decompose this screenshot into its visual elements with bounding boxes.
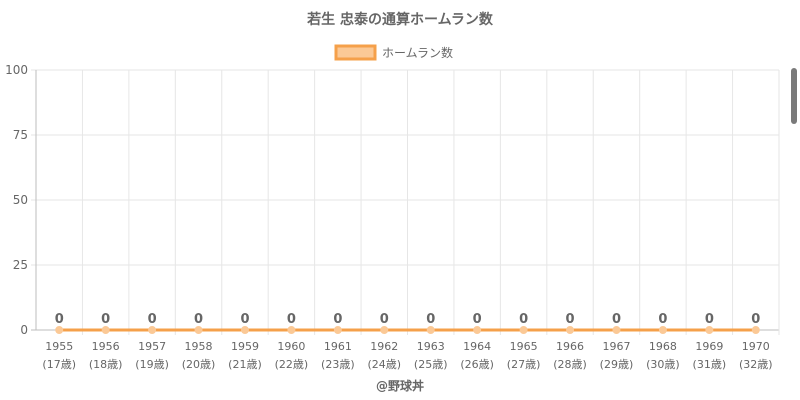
x-tick-label: 1967 [602, 340, 630, 353]
x-tick-label: 1964 [463, 340, 491, 353]
data-label: 0 [658, 312, 667, 327]
data-label: 0 [333, 312, 342, 327]
x-tick-label: 1958 [185, 340, 213, 353]
data-label: 0 [194, 312, 203, 327]
data-point[interactable] [148, 326, 157, 334]
axes: 0 25 50 75 100 1955 (17歳) 1956 (18歳) 1957 (19歳) 195… [5, 63, 772, 371]
x-tick-label: 1962 [370, 340, 398, 353]
credit-label: @野球丼 [376, 378, 424, 393]
data-point[interactable] [194, 326, 203, 334]
legend-label: ホームラン数 [382, 45, 453, 60]
x-tick-sublabel: (29歳) [600, 358, 634, 371]
scrollbar-thumb[interactable] [791, 68, 797, 124]
x-tick-sublabel: (30歳) [646, 358, 680, 371]
series-line [55, 326, 760, 334]
x-tick-label: 1965 [510, 340, 538, 353]
x-tick-label: 1956 [92, 340, 120, 353]
data-point[interactable] [519, 326, 528, 334]
x-tick-label: 1959 [231, 340, 259, 353]
x-tick-sublabel: (20歳) [182, 358, 216, 371]
x-tick-sublabel: (27歳) [507, 358, 541, 371]
data-label: 0 [380, 312, 389, 327]
data-point[interactable] [380, 326, 389, 334]
data-point[interactable] [658, 326, 667, 334]
x-tick-label: 1968 [649, 340, 677, 353]
x-tick-sublabel: (17歳) [42, 358, 76, 371]
data-label: 0 [426, 312, 435, 327]
x-tick-sublabel: (18歳) [89, 358, 123, 371]
y-tick-label: 75 [13, 128, 28, 142]
data-label: 0 [55, 312, 64, 327]
data-point[interactable] [333, 326, 342, 334]
x-tick-sublabel: (26歳) [460, 358, 494, 371]
data-point[interactable] [101, 326, 110, 334]
x-tick-label: 1961 [324, 340, 352, 353]
data-label: 0 [240, 312, 249, 327]
data-point[interactable] [566, 326, 575, 334]
y-tick-label: 100 [5, 63, 28, 77]
x-tick-label: 1960 [277, 340, 305, 353]
data-label: 0 [612, 312, 621, 327]
data-label: 0 [101, 312, 110, 327]
data-labels: 0 0 0 0 0 0 0 0 0 0 0 0 0 0 0 0 [55, 312, 761, 327]
legend-swatch [334, 44, 377, 61]
y-tick-label: 25 [13, 258, 28, 272]
x-tick-label: 1955 [45, 340, 73, 353]
y-tick-label: 0 [20, 323, 28, 337]
x-tick-label: 1966 [556, 340, 584, 353]
data-point[interactable] [751, 326, 760, 334]
data-label: 0 [473, 312, 482, 327]
legend[interactable]: ホームラン数 [334, 44, 453, 61]
data-label: 0 [751, 312, 760, 327]
data-point[interactable] [55, 326, 64, 334]
x-tick-label: 1957 [138, 340, 166, 353]
x-tick-sublabel: (25歳) [414, 358, 448, 371]
x-tick-sublabel: (32歳) [739, 358, 773, 371]
data-label: 0 [519, 312, 528, 327]
x-tick-sublabel: (28歳) [553, 358, 587, 371]
x-tick-label: 1969 [695, 340, 723, 353]
x-tick-sublabel: (22歳) [275, 358, 309, 371]
data-label: 0 [566, 312, 575, 327]
data-label: 0 [287, 312, 296, 327]
data-point[interactable] [473, 326, 482, 334]
data-label: 0 [148, 312, 157, 327]
x-tick-label: 1970 [742, 340, 770, 353]
data-label: 0 [705, 312, 714, 327]
x-tick-sublabel: (31歳) [693, 358, 727, 371]
x-tick-sublabel: (23歳) [321, 358, 355, 371]
gridlines [31, 69, 780, 335]
y-tick-label: 50 [13, 193, 28, 207]
data-point[interactable] [705, 326, 714, 334]
x-tick-label: 1963 [417, 340, 445, 353]
x-tick-sublabel: (21歳) [228, 358, 262, 371]
x-tick-sublabel: (19歳) [135, 358, 169, 371]
data-point[interactable] [426, 326, 435, 334]
x-tick-sublabel: (24歳) [367, 358, 401, 371]
chart-title: 若生 忠泰の通算ホームラン数 [306, 11, 494, 28]
data-point[interactable] [287, 326, 296, 334]
data-point[interactable] [240, 326, 249, 334]
data-point[interactable] [612, 326, 621, 334]
